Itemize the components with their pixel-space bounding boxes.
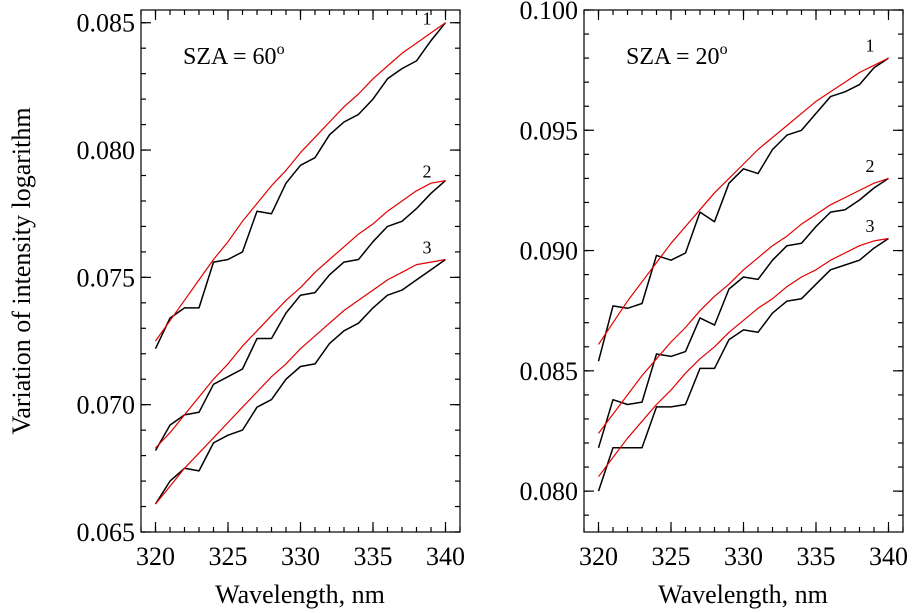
left-measured-line-1: [154, 22, 447, 350]
right-plot-frame: [583, 9, 904, 533]
left-plot-frame: [140, 9, 461, 533]
left-yticks: 0.065 0.070 0.075 0.080 0.085: [77, 9, 460, 547]
right-series: 1 2 3: [597, 36, 889, 492]
left-curve-label: 3: [423, 238, 432, 258]
right-yticks: 0.080 0.085 0.090 0.095 0.100: [520, 0, 903, 516]
right-fit-line-2: [598, 57, 889, 345]
right-fit-line-6: [598, 237, 889, 478]
right-curve-label: 3: [866, 216, 875, 236]
right-ytick-label: 0.090: [520, 237, 579, 266]
left-ylabel: Variation of intensity logarithm: [7, 107, 36, 434]
right-ytick-label: 0.100: [520, 0, 579, 25]
left-sza-annotation: SZA = 60o: [183, 41, 285, 70]
right-xlabel: Wavelength, nm: [658, 580, 828, 609]
left-series: 1 2 3: [154, 9, 447, 505]
left-curve-label: 1: [423, 9, 432, 29]
right-measured-line-3: [597, 177, 889, 449]
right-ytick-label: 0.080: [520, 477, 579, 506]
right-xtick-label: 320: [579, 542, 618, 571]
left-xtick-label: 320: [136, 542, 175, 571]
left-fit-line-4: [155, 180, 446, 449]
right-xtick-label: 325: [652, 542, 691, 571]
right-curve-label: 1: [866, 36, 875, 56]
left-measured-line-3: [154, 180, 446, 451]
left-xtick-label: 340: [426, 542, 465, 571]
right-xticks: 320 325 330 335 340: [579, 10, 908, 571]
left-xtick-label: 335: [354, 542, 393, 571]
left-measured-line-5: [154, 258, 446, 505]
left-curve-label: 2: [423, 161, 432, 181]
left-ytick-label: 0.080: [77, 136, 136, 165]
left-ytick-label: 0.070: [77, 391, 136, 420]
right-measured-line-5: [597, 237, 889, 492]
left-xtick-label: 325: [209, 542, 248, 571]
left-ytick-label: 0.065: [77, 518, 136, 547]
left-ytick-label: 0.085: [77, 9, 136, 38]
left-ytick-label: 0.075: [77, 263, 136, 292]
right-ytick-label: 0.085: [520, 357, 579, 386]
right-measured-line-1: [597, 57, 889, 362]
left-fit-line-2: [155, 22, 446, 342]
left-fit-line-6: [155, 258, 446, 505]
left-panel: 0.065 0.070 0.075 0.080 0.085 320 325 330 335 34…: [7, 9, 465, 609]
left-xtick-label: 330: [281, 542, 320, 571]
right-fit-line-4: [598, 177, 889, 434]
right-sza-annotation: SZA = 20o: [626, 41, 728, 70]
right-xtick-label: 330: [724, 542, 763, 571]
right-xtick-label: 340: [869, 542, 908, 571]
right-xtick-label: 335: [797, 542, 836, 571]
right-panel: 0.080 0.085 0.090 0.095 0.100 320 325 330 335 34…: [520, 0, 909, 609]
left-xlabel: Wavelength, nm: [215, 580, 385, 609]
right-curve-label: 2: [866, 156, 875, 176]
right-ytick-label: 0.095: [520, 116, 579, 145]
left-xticks: 320 325 330 335 340: [136, 10, 465, 571]
